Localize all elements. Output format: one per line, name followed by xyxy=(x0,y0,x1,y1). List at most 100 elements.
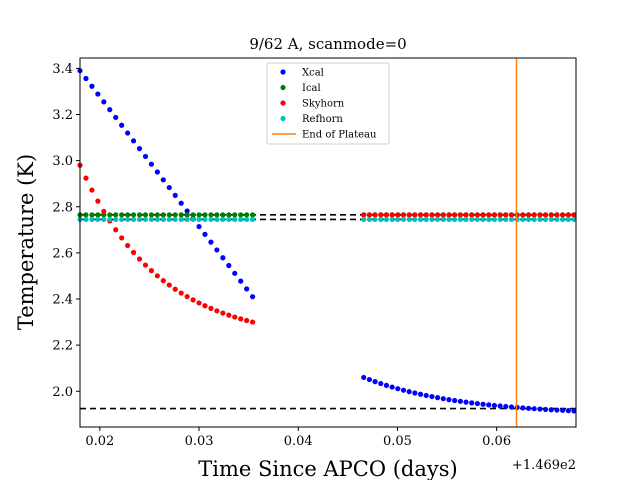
point-xcal-0-24 xyxy=(220,255,226,261)
point-ical-0-14 xyxy=(160,212,166,218)
point-xcal-0-26 xyxy=(232,270,238,276)
point-refhorn-1-36 xyxy=(565,216,571,223)
point-skyhorn-0-6 xyxy=(113,227,119,233)
point-refhorn-1-35 xyxy=(560,216,566,223)
point-skyhorn-0-19 xyxy=(190,297,196,303)
point-skyhorn-1-35 xyxy=(560,212,566,218)
point-xcal-1-21 xyxy=(480,401,486,407)
point-ical-0-5 xyxy=(107,212,113,218)
point-refhorn-0-16 xyxy=(172,216,178,223)
legend: Xcal Ical Skyhorn Refhorn End of Plateau xyxy=(266,62,390,145)
y-tick-label-7: 3.4 xyxy=(52,62,73,77)
point-refhorn-0-11 xyxy=(142,216,149,223)
point-refhorn-0-17 xyxy=(178,216,184,223)
point-refhorn-0-12 xyxy=(148,216,155,223)
point-skyhorn-1-9 xyxy=(412,212,418,218)
point-xcal-1-36 xyxy=(565,408,571,414)
point-skyhorn-1-0 xyxy=(361,212,367,218)
point-xcal-0-8 xyxy=(125,130,131,136)
point-skyhorn-0-13 xyxy=(154,273,160,279)
point-ical-0-13 xyxy=(154,212,160,218)
point-refhorn-0-1 xyxy=(83,216,89,223)
point-xcal-1-5 xyxy=(389,384,395,390)
point-ical-0-22 xyxy=(208,212,214,218)
point-xcal-0-15 xyxy=(166,184,172,191)
point-xcal-1-17 xyxy=(457,398,463,404)
point-skyhorn-1-22 xyxy=(486,212,492,218)
legend-label-xcal: Xcal xyxy=(302,68,324,79)
point-refhorn-1-32 xyxy=(542,216,549,223)
point-ical-0-9 xyxy=(130,212,137,218)
point-refhorn-0-6 xyxy=(113,216,119,223)
legend-swatch-ical xyxy=(280,84,286,91)
point-xcal-0-4 xyxy=(101,99,107,105)
point-skyhorn-1-12 xyxy=(429,212,435,218)
point-skyhorn-0-21 xyxy=(202,303,208,309)
point-refhorn-1-0 xyxy=(361,216,367,223)
point-xcal-1-12 xyxy=(429,393,435,400)
point-xcal-1-28 xyxy=(520,405,526,411)
point-refhorn-1-33 xyxy=(548,216,554,223)
point-xcal-1-25 xyxy=(503,403,509,410)
point-xcal-1-14 xyxy=(440,396,446,402)
point-ical-0-24 xyxy=(220,212,226,218)
point-xcal-0-3 xyxy=(95,91,101,97)
point-refhorn-0-8 xyxy=(125,216,131,223)
point-refhorn-1-23 xyxy=(491,216,498,223)
point-skyhorn-0-4 xyxy=(101,208,107,215)
point-refhorn-1-4 xyxy=(383,216,390,223)
point-ical-0-2 xyxy=(89,212,95,218)
point-xcal-0-21 xyxy=(202,231,208,237)
point-xcal-1-30 xyxy=(531,406,537,412)
point-xcal-0-1 xyxy=(83,75,89,82)
point-refhorn-1-6 xyxy=(395,216,401,223)
point-skyhorn-1-2 xyxy=(372,212,378,218)
y-axis-label: Temperature (K) xyxy=(14,154,38,330)
point-skyhorn-1-29 xyxy=(525,212,532,218)
chart-title: 9/62 A, scanmode=0 xyxy=(249,35,406,53)
y-tick-label-6: 3.2 xyxy=(52,108,73,123)
legend-swatch-skyhorn xyxy=(280,100,286,106)
x-tick-label-4: 0.06 xyxy=(482,434,511,449)
point-skyhorn-0-20 xyxy=(196,300,202,306)
point-skyhorn-0-14 xyxy=(160,278,166,284)
point-refhorn-0-4 xyxy=(101,216,107,223)
point-skyhorn-0-3 xyxy=(95,198,101,204)
point-refhorn-1-5 xyxy=(389,216,395,223)
point-refhorn-1-12 xyxy=(429,216,435,223)
point-skyhorn-1-3 xyxy=(378,212,384,218)
y-tick-label-4: 2.8 xyxy=(52,200,73,215)
point-xcal-1-20 xyxy=(474,400,480,407)
point-skyhorn-1-25 xyxy=(503,212,509,218)
point-xcal-1-2 xyxy=(372,379,378,385)
y-axis: 2.0 2.2 2.4 2.6 2.8 3.0 3.2 3.4 xyxy=(52,62,80,400)
point-skyhorn-0-29 xyxy=(250,319,256,325)
point-xcal-0-7 xyxy=(119,122,125,128)
point-refhorn-0-27 xyxy=(238,216,244,223)
point-skyhorn-1-1 xyxy=(366,212,372,218)
point-skyhorn-0-28 xyxy=(244,317,250,324)
x-tick-label-3: 0.05 xyxy=(383,434,412,449)
point-xcal-0-13 xyxy=(154,169,160,175)
point-skyhorn-1-28 xyxy=(520,212,526,218)
point-skyhorn-1-5 xyxy=(389,212,395,218)
point-xcal-1-3 xyxy=(378,380,384,387)
point-xcal-1-31 xyxy=(537,406,543,412)
point-skyhorn-0-9 xyxy=(130,249,137,256)
point-refhorn-0-2 xyxy=(89,216,95,223)
point-refhorn-1-21 xyxy=(480,216,486,223)
point-xcal-0-28 xyxy=(244,286,250,292)
point-refhorn-1-14 xyxy=(440,216,446,223)
point-xcal-0-20 xyxy=(196,223,202,230)
point-xcal-1-16 xyxy=(452,397,458,404)
point-refhorn-0-25 xyxy=(226,216,232,223)
point-refhorn-1-13 xyxy=(435,216,441,223)
point-ical-0-10 xyxy=(136,212,143,218)
point-skyhorn-0-11 xyxy=(142,262,149,268)
point-ical-0-3 xyxy=(95,212,101,218)
point-skyhorn-0-10 xyxy=(136,256,143,262)
point-xcal-0-5 xyxy=(107,107,113,113)
point-ical-0-20 xyxy=(196,212,202,218)
point-xcal-0-2 xyxy=(89,83,95,89)
point-skyhorn-1-14 xyxy=(440,212,446,218)
